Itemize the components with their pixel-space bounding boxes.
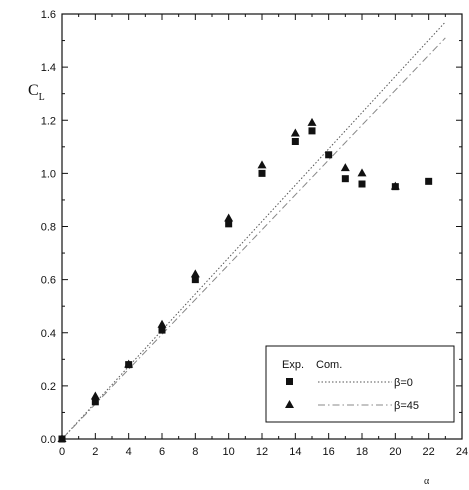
y-axis-title-main: C [28, 82, 39, 99]
x-tick-label: 22 [423, 446, 435, 458]
data-point-beta45 [90, 391, 100, 400]
x-tick-label: 12 [256, 446, 268, 458]
y-tick-label: 1.4 [41, 62, 56, 74]
x-tick-label: 6 [159, 446, 165, 458]
x-tick-label: 0 [59, 446, 65, 458]
data-point-beta45 [190, 269, 200, 278]
x-tick-label: 20 [389, 446, 401, 458]
com-lines [61, 21, 446, 440]
data-point-beta45 [124, 359, 134, 368]
data-point-beta45 [257, 160, 267, 169]
y-tick-label: 1.0 [41, 168, 56, 180]
y-tick-label: 1.6 [41, 9, 56, 21]
x-tick-label: 24 [456, 446, 468, 458]
data-point-beta0 [291, 138, 299, 145]
legend-triangle-marker [285, 400, 294, 408]
legend-header-com: Com. [316, 359, 342, 371]
data-point-beta0 [425, 177, 433, 185]
x-tick-label: 14 [289, 446, 301, 458]
y-tick-label: 0.0 [41, 434, 56, 446]
data-point-beta0 [358, 180, 366, 188]
data-point-beta45 [390, 181, 400, 190]
data-point-beta45 [224, 213, 234, 222]
tick-labels: 0 2 4 6 8 10 12 14 16 18 20 22 240.00.20.40.60.81.01… [41, 9, 468, 458]
x-tick-label: 10 [223, 446, 235, 458]
x-tick-label: 18 [356, 446, 368, 458]
ticks [61, 13, 463, 440]
legend-header-exp: Exp. [282, 359, 304, 371]
data-point-beta0 [225, 220, 233, 228]
data-point-beta0 [158, 326, 166, 334]
legend-label-beta45: β=45 [394, 400, 419, 412]
markers [57, 117, 433, 443]
legend-square-marker [286, 378, 293, 385]
data-point-beta0 [91, 398, 99, 406]
y-axis-title: CL [28, 82, 45, 103]
data-point-beta45 [290, 128, 300, 137]
data-point-beta0 [258, 169, 266, 177]
x-tick-label: 16 [323, 446, 335, 458]
data-point-beta45 [157, 319, 167, 328]
x-tick-label: 2 [92, 446, 98, 458]
data-point-beta45 [57, 434, 67, 442]
data-point-beta0 [191, 276, 199, 284]
y-tick-label: 0.4 [41, 328, 56, 340]
y-tick-label: 0.8 [41, 222, 56, 234]
data-point-beta0 [341, 175, 349, 183]
legend-label-beta0: β=0 [394, 377, 413, 389]
y-tick-label: 0.2 [41, 381, 56, 393]
y-axis-title-sub: L [39, 92, 45, 103]
data-point-beta45 [357, 168, 367, 177]
data-point-beta0 [325, 151, 333, 159]
x-tick-label: 8 [192, 446, 198, 458]
legend: Exp. Com. β=0 β=45 [265, 345, 455, 423]
y-tick-label: 1.2 [41, 115, 56, 127]
data-point-beta0 [308, 127, 316, 135]
x-axis-title: α [424, 476, 430, 487]
com-line-beta45 [61, 37, 446, 440]
y-tick-label: 0.6 [41, 275, 56, 287]
x-tick-label: 4 [126, 446, 132, 458]
data-point-beta45 [340, 163, 350, 172]
data-point-beta45 [307, 117, 317, 126]
legend-box [265, 345, 455, 423]
